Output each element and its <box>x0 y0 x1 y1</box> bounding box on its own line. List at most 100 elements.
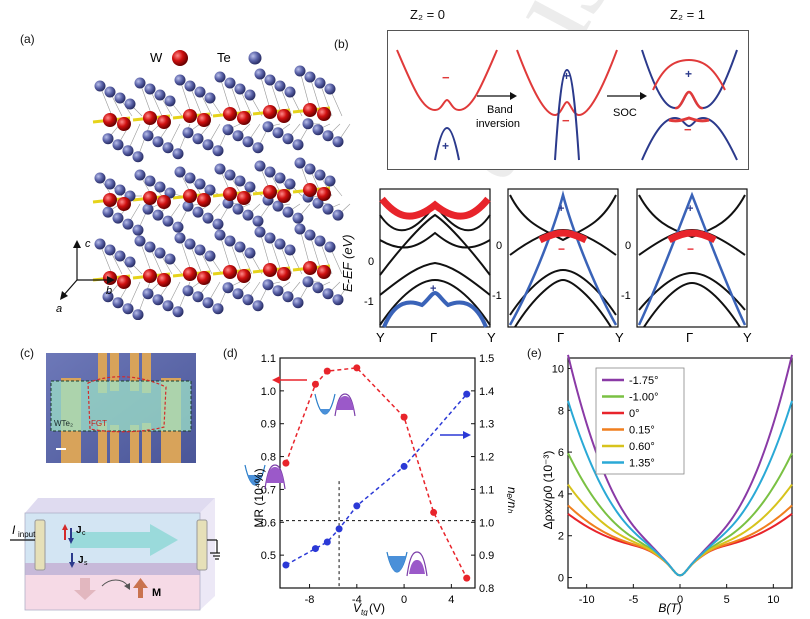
w-atom <box>157 273 171 287</box>
d-xtick-label: -4 <box>352 594 362 606</box>
d-data-point <box>311 545 319 553</box>
band2-minus: − <box>558 242 565 256</box>
w-atom <box>263 105 277 119</box>
fgt-outline <box>87 376 167 433</box>
schematic3-red-lower <box>668 116 710 123</box>
te-atom <box>184 172 196 184</box>
te-atom <box>242 136 254 148</box>
w-atom <box>317 107 331 121</box>
band-frame-3 <box>636 188 748 328</box>
te-atom <box>94 238 106 250</box>
mr-axis-arrow <box>272 376 307 384</box>
d-xtick-label: 0 <box>401 594 407 606</box>
d-data-point <box>311 380 319 388</box>
w-atom <box>197 113 211 127</box>
te-atom <box>274 238 286 250</box>
arrow2-text: SOC <box>613 107 637 119</box>
te-atom <box>104 244 116 256</box>
d-data-point <box>282 459 290 467</box>
e-legend-entry: 1.35° <box>629 458 655 470</box>
axis-a-label: a <box>56 303 62 315</box>
te-atom <box>312 197 324 209</box>
te-atom <box>122 303 134 315</box>
schematic3-band-lower <box>641 116 738 161</box>
te-atom <box>152 294 164 306</box>
band2-blue <box>508 190 618 326</box>
te-atom <box>292 139 304 151</box>
schematic3-red-mid <box>674 90 704 110</box>
te-atom <box>114 184 126 196</box>
panel-label-d: (d) <box>223 346 238 360</box>
w-atom <box>317 187 331 201</box>
svg-text:Γ: Γ <box>557 330 564 345</box>
band1-blue <box>382 290 488 328</box>
te-atom <box>162 300 174 312</box>
te-atom <box>214 71 226 83</box>
device-schematic: I input J c J s M <box>10 498 220 611</box>
e-legend-entry: -1.00° <box>629 392 658 404</box>
band3-plus: + <box>687 203 693 215</box>
w-atom <box>117 197 131 211</box>
te-atom <box>114 250 126 262</box>
e-ytick-label: 4 <box>558 489 564 501</box>
te-atom <box>94 80 106 92</box>
w-atom <box>157 195 171 209</box>
svg-text:Y: Y <box>487 330 496 345</box>
te-atom <box>112 297 124 309</box>
te-atom <box>152 136 164 148</box>
te-atom <box>332 294 344 306</box>
te-atom <box>304 71 316 83</box>
w-atom <box>277 267 291 281</box>
e-legend-entry: 0° <box>629 408 640 420</box>
te-atom <box>292 212 304 224</box>
te-atom <box>152 209 164 221</box>
d-ytick-right-label: 1.4 <box>479 386 494 398</box>
te-atom <box>142 203 154 215</box>
w-atom <box>197 193 211 207</box>
te-atom <box>224 235 236 247</box>
d-data-point <box>335 525 343 533</box>
e-ytick-label: 8 <box>558 405 564 417</box>
te-atom <box>194 86 206 98</box>
te-atom <box>132 309 144 320</box>
te-atom <box>134 169 146 181</box>
te-atom <box>322 203 334 215</box>
band-structures: 0 -1 0 -1 0 -1 + + − + − Y Γ Y Γ <box>364 188 752 345</box>
te-atom <box>254 160 266 172</box>
te-atom <box>172 306 184 318</box>
fgt-text: FGT <box>91 419 107 428</box>
te-atom <box>212 145 224 157</box>
te-atom <box>314 77 326 89</box>
d-ytick-label: 0.9 <box>261 419 276 431</box>
te-atom <box>164 253 176 265</box>
te-atom <box>154 181 166 193</box>
e-series-curve <box>567 504 793 577</box>
te-atom <box>244 247 256 259</box>
te-atom <box>282 291 294 303</box>
te-atom <box>184 80 196 92</box>
te-atom <box>332 209 344 221</box>
d-data-point <box>282 561 290 569</box>
te-atom <box>322 288 334 300</box>
spin-current-arrow <box>74 578 96 600</box>
svg-text:Γ: Γ <box>686 330 693 345</box>
band-kpoints: Y Γ Y Γ Y Γ Y <box>376 330 752 345</box>
panel-label-a: (a) <box>20 32 35 46</box>
te-atom <box>164 95 176 107</box>
te-atom <box>324 175 336 187</box>
scale-bar <box>56 448 66 450</box>
te-atom <box>244 89 256 101</box>
te-atom <box>112 139 124 151</box>
arrow1-text-line2: inversion <box>476 118 520 130</box>
te-atom <box>214 163 226 175</box>
z2-zero-label: Z₂ = 0 <box>410 7 446 22</box>
magnetization-arrow <box>133 578 148 598</box>
bond <box>137 123 151 157</box>
w-atom <box>237 191 251 205</box>
d-xtick-label: -8 <box>305 594 315 606</box>
d-ytick-right-label: 1.3 <box>479 419 494 431</box>
e-ytick-label: 2 <box>558 531 564 543</box>
te-atom <box>224 169 236 181</box>
w-atom <box>183 189 197 203</box>
e-legend-entry: 0.60° <box>629 441 655 453</box>
